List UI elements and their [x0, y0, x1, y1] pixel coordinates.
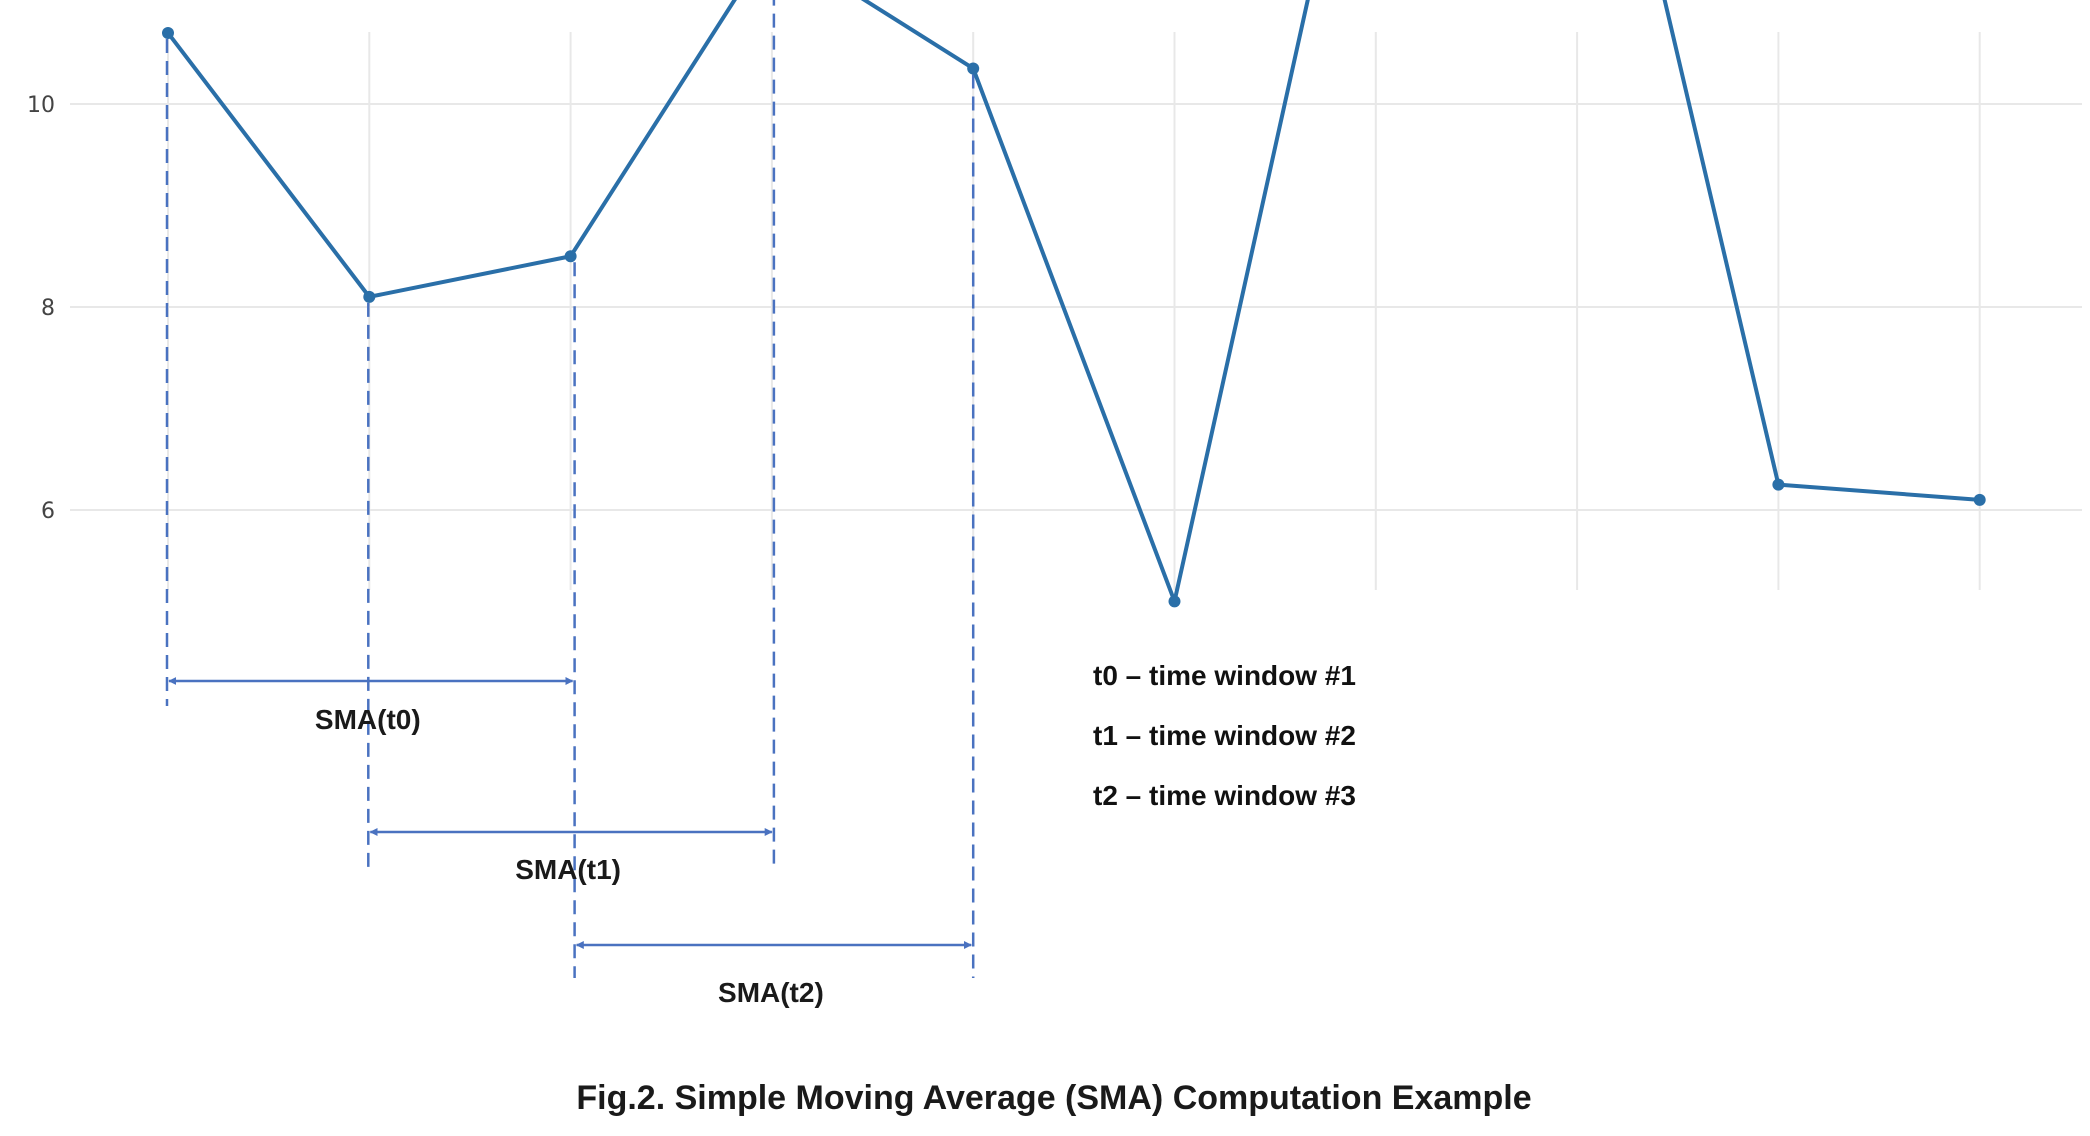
y-tick-label-6: 6 — [41, 499, 55, 524]
data-point-1 — [162, 26, 174, 39]
y-tick-label-10: 10 — [27, 93, 55, 118]
data-point-3 — [564, 250, 577, 263]
data-point-9 — [1772, 478, 1785, 491]
data-point-6 — [1168, 595, 1181, 608]
figure-caption: Fig.2. Simple Moving Average (SMA) Compu… — [576, 1079, 1531, 1117]
data-point-5 — [967, 62, 980, 75]
legend-line-t0: t0 – time window #1 — [1093, 660, 1356, 691]
series-line — [166, 0, 1980, 604]
legend-line-t1: t1 – time window #2 — [1093, 720, 1356, 751]
window-label-1: SMA(t1) — [515, 854, 621, 885]
data-point-2 — [363, 290, 376, 303]
legend-line-t2: t2 – time window #3 — [1093, 780, 1356, 811]
window-label-0: SMA(t0) — [315, 704, 421, 735]
y-tick-label-8: 8 — [41, 296, 55, 321]
series — [162, 0, 1986, 608]
time-window-legend: t0 – time window #1 t1 – time window #2 … — [1093, 660, 1356, 811]
grid — [70, 32, 2082, 590]
y-axis-ticks: 68101214 — [27, 93, 55, 524]
window-label-2: SMA(t2) — [718, 977, 824, 1008]
data-point-10 — [1973, 493, 1986, 506]
sma-window-annotations: SMA(t0) SMA(t1) SMA(t2) — [165, 0, 975, 1008]
